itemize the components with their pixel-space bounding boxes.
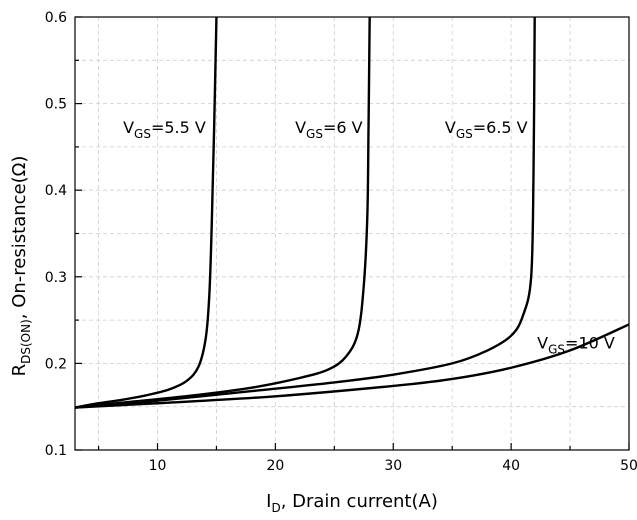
x-tick-label: 30 [384,458,402,474]
series-line-4 [75,323,629,409]
y-tick-label: 0.3 [45,270,67,286]
x-tick-label: 40 [502,458,520,474]
y-tick-label: 0.2 [45,356,67,372]
y-tick-label: 0.5 [45,97,67,113]
y-tick-label: 0.1 [45,443,67,459]
gridlines [75,17,629,450]
x-axis-title-rest: , Drain current(A) [281,491,438,512]
y-tick-label: 0.6 [45,10,67,26]
y-axis-title: RDS(ON), On-resistance(Ω) [9,156,33,377]
y-axis-title-sub: DS(ON) [19,319,33,364]
x-axis-title-main: I [266,491,271,512]
series-line-3 [75,17,536,409]
series-label-1: VGS=5.5 V [123,118,206,141]
axis-ticks: 10 20 30 40 50 0.1 0.2 0.3 0.4 0.5 0.6 [45,10,637,474]
series-line-2 [75,17,371,409]
x-tick-label: 50 [620,458,637,474]
series-line-1 [75,17,218,409]
series-labels: VGS=5.5 V VGS=6 V VGS=6.5 V VGS=10 V [123,118,615,357]
y-tick-label: 0.4 [45,183,67,199]
y-axis-title-rest: , On-resistance(Ω) [9,156,30,320]
series-label-4: VGS=10 V [537,334,615,357]
x-axis-title-sub: D [271,501,280,515]
series-label-2: VGS=6 V [295,118,363,141]
x-axis-title: ID, Drain current(A) [266,491,438,515]
series-label-3: VGS=6.5 V [445,118,528,141]
x-tick-label: 10 [149,458,167,474]
x-tick-label: 20 [266,458,284,474]
series-lines [75,17,629,409]
y-axis-title-main: R [9,364,30,377]
